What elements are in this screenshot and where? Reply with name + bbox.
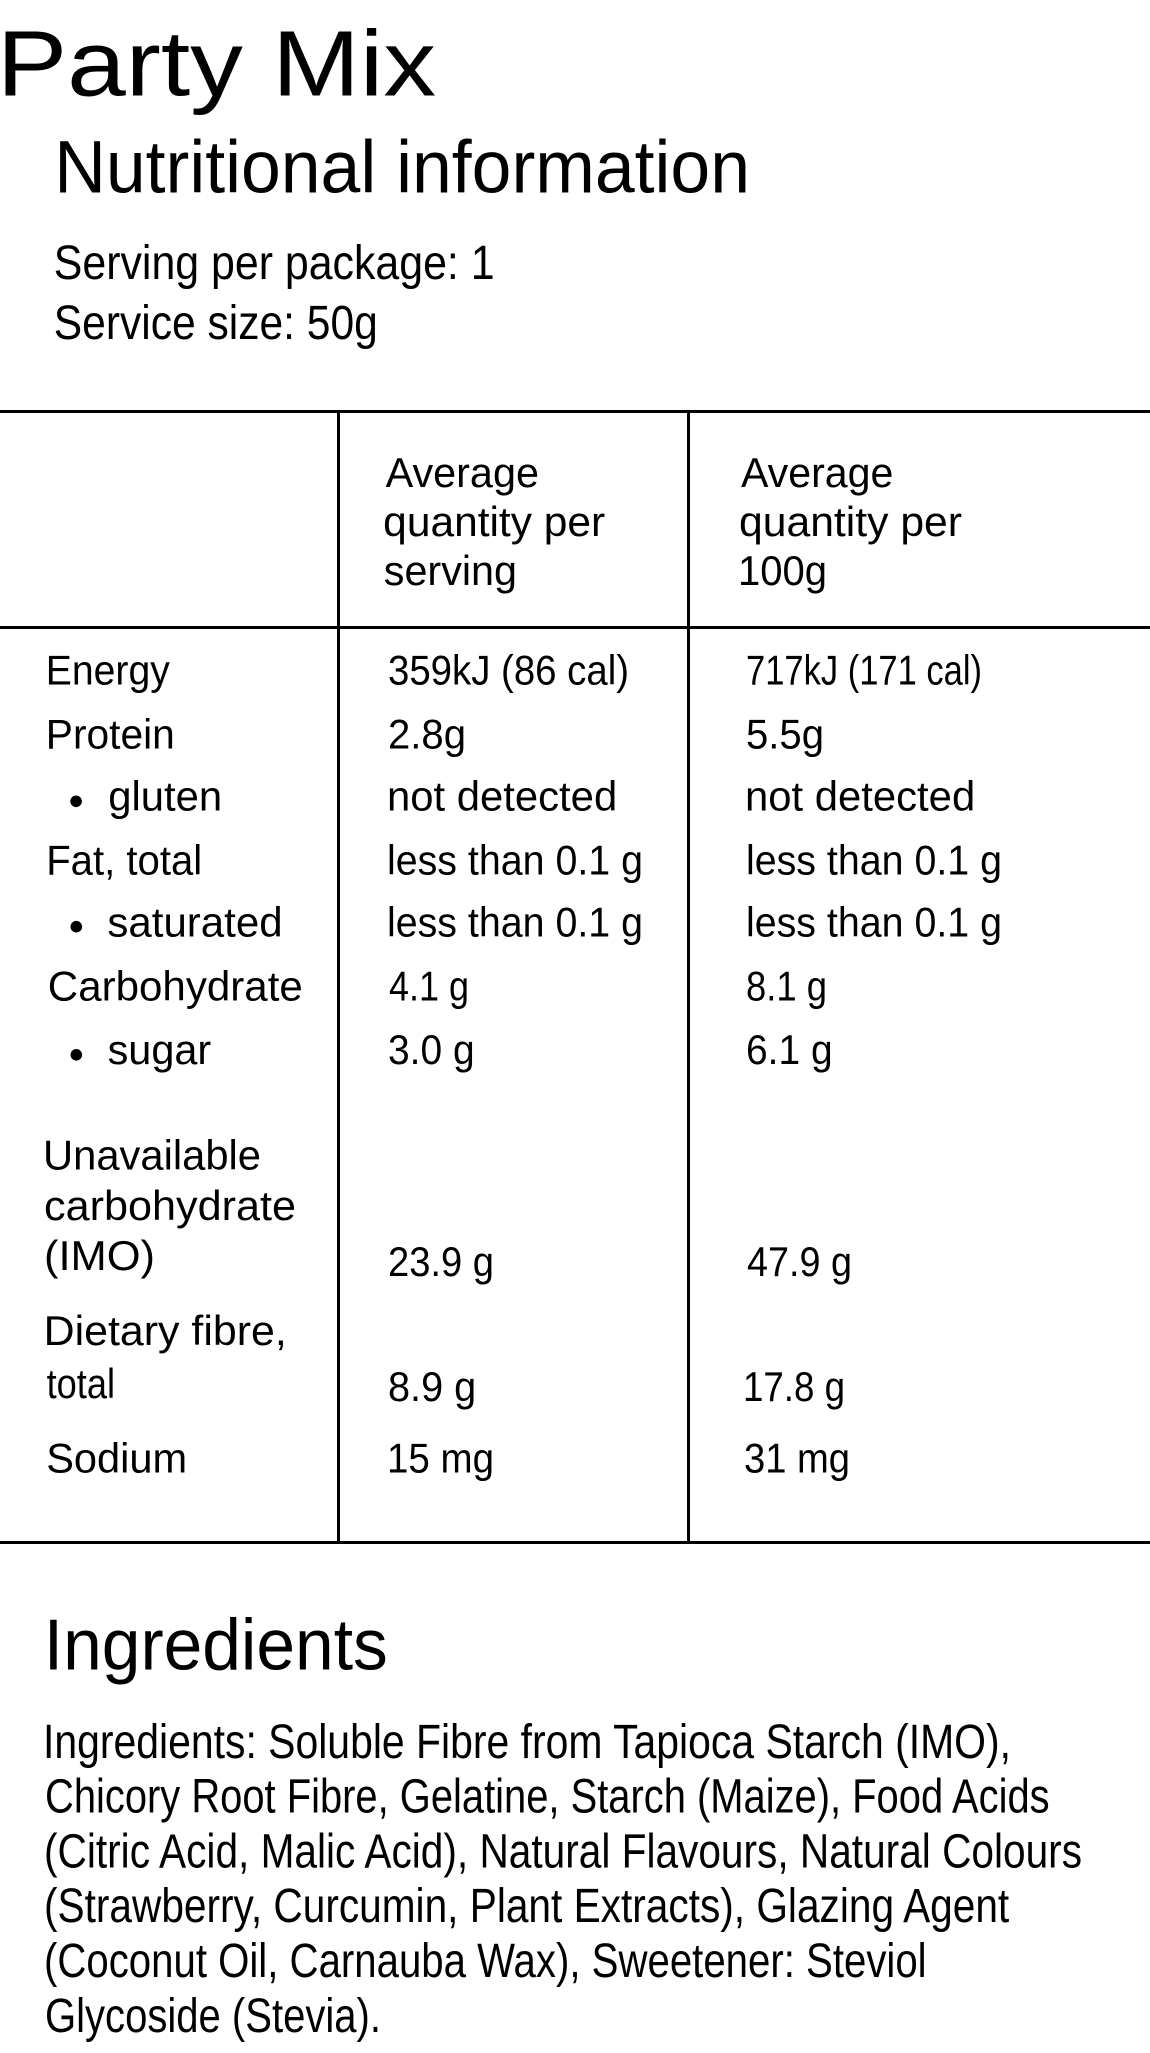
svg-text:4.1 g: 4.1 g (389, 962, 469, 1009)
svg-text:717kJ (171 cal): 717kJ (171 cal) (746, 646, 982, 693)
svg-text:31 mg: 31 mg (744, 1435, 850, 1482)
svg-text:Average: Average (741, 449, 893, 496)
svg-text:Unavailable: Unavailable (43, 1132, 261, 1179)
svg-text:less than 0.1 g: less than 0.1 g (387, 837, 643, 884)
svg-text:Protein: Protein (46, 711, 175, 758)
svg-text:Carbohydrate: Carbohydrate (48, 962, 303, 1009)
svg-text:Dietary fibre,: Dietary fibre, (44, 1307, 287, 1354)
svg-text:15 mg: 15 mg (387, 1435, 494, 1482)
svg-text:Party Mix: Party Mix (0, 12, 436, 116)
svg-text:6.1 g: 6.1 g (746, 1026, 833, 1073)
svg-text:(Coconut Oil, Carnauba Wax), S: (Coconut Oil, Carnauba Wax), Sweetener: … (44, 1934, 927, 1988)
svg-text:not detected: not detected (745, 773, 975, 820)
svg-text:100g: 100g (738, 547, 827, 594)
svg-text:3.0 g: 3.0 g (388, 1026, 475, 1073)
svg-text:quantity per: quantity per (739, 498, 962, 545)
svg-text:Ingredients: Soluble Fibre fro: Ingredients: Soluble Fibre from Tapioca … (43, 1715, 1011, 1769)
svg-text:carbohydrate: carbohydrate (44, 1182, 296, 1229)
svg-text:47.9 g: 47.9 g (747, 1238, 852, 1285)
svg-text:not detected: not detected (387, 773, 617, 820)
svg-text:8.9 g: 8.9 g (388, 1363, 476, 1410)
svg-text:Nutritional information: Nutritional information (54, 126, 750, 209)
svg-text:2.8g: 2.8g (388, 711, 466, 758)
svg-text:Average: Average (386, 449, 539, 496)
svg-text:(IMO): (IMO) (44, 1232, 155, 1279)
svg-text:saturated: saturated (107, 898, 282, 945)
svg-text:(Strawberry, Curcumin, Plant E: (Strawberry, Curcumin, Plant Extracts), … (44, 1879, 1010, 1933)
svg-text:sugar: sugar (108, 1026, 212, 1073)
svg-text:(Citric Acid, Malic Acid), Nat: (Citric Acid, Malic Acid), Natural Flavo… (44, 1824, 1082, 1878)
svg-text:5.5g: 5.5g (746, 711, 824, 758)
svg-text:17.8 g: 17.8 g (743, 1363, 845, 1410)
svg-text:quantity per: quantity per (383, 498, 605, 545)
svg-text:23.9 g: 23.9 g (388, 1238, 494, 1285)
svg-text:Chicory Root Fibre, Gelatine,: Chicory Root Fibre, Gelatine, Starch (Ma… (45, 1770, 1050, 1824)
svg-text:Energy: Energy (46, 646, 170, 693)
svg-text:serving: serving (384, 547, 517, 594)
svg-text:less than 0.1 g: less than 0.1 g (746, 898, 1002, 945)
svg-text:Glycoside (Stevia).: Glycoside (Stevia). (45, 1989, 381, 2043)
svg-text:Ingredients: Ingredients (44, 1605, 388, 1685)
svg-text:gluten: gluten (108, 773, 222, 820)
svg-text:Service size: 50g: Service size: 50g (54, 296, 378, 350)
svg-text:less than 0.1 g: less than 0.1 g (387, 898, 643, 945)
svg-text:Sodium: Sodium (46, 1435, 187, 1482)
svg-text:359kJ (86 cal): 359kJ (86 cal) (388, 646, 629, 693)
svg-text:Fat, total: Fat, total (46, 837, 202, 884)
svg-text:Serving per package: 1: Serving per package: 1 (54, 236, 495, 290)
svg-text:less than 0.1 g: less than 0.1 g (746, 837, 1002, 884)
svg-text:8.1 g: 8.1 g (746, 962, 827, 1009)
svg-text:total: total (47, 1360, 115, 1407)
